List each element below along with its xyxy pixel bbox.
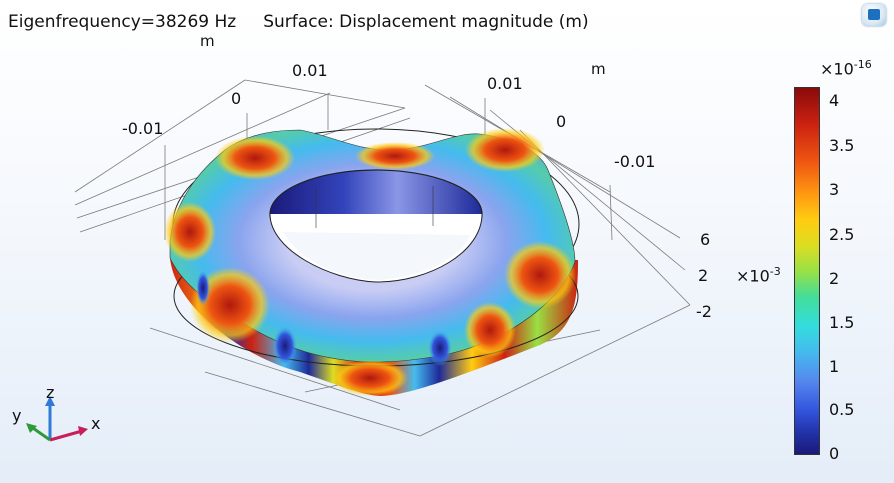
colorbar-tick-label: 4 <box>829 91 840 110</box>
axis-triad <box>26 396 88 442</box>
colorbar-multiplier: ×10-16 <box>820 58 872 79</box>
z-tick-label: -2 <box>696 302 712 321</box>
colorbar-tick-label: 2.5 <box>829 225 855 244</box>
plot-title: Eigenfrequency=38269 Hz Surface: Displac… <box>8 12 589 32</box>
z-scale-label: ×10-3 <box>736 265 781 286</box>
x-tick-label: 0 <box>231 89 242 108</box>
y-tick-label: 0 <box>556 112 567 131</box>
eigenfrequency-label: Eigenfrequency=38269 Hz <box>8 12 237 32</box>
y-tick-label: 0.01 <box>487 74 523 93</box>
colorbar-tick-label: 3.5 <box>829 136 855 155</box>
y-unit-label: m <box>591 60 606 78</box>
triad-z-label: z <box>46 383 55 402</box>
colorbar <box>794 87 820 455</box>
y-tick-label: -0.01 <box>614 152 656 171</box>
colorbar-tick-label: 3 <box>829 180 840 199</box>
x-unit-label: m <box>200 32 215 50</box>
colorbar-tick-label: 0.5 <box>829 400 855 419</box>
z-tick-label: 2 <box>698 266 709 285</box>
mode-shape-surface <box>164 128 580 396</box>
z-tick-label: 6 <box>700 230 711 249</box>
x-tick-label: -0.01 <box>122 119 164 138</box>
triad-x-label: x <box>91 414 101 433</box>
x-tick-label: 0.01 <box>292 61 328 80</box>
app-logo-icon[interactable] <box>862 4 886 26</box>
colorbar-tick-label: 2 <box>829 269 840 288</box>
triad-y-label: y <box>12 406 22 425</box>
colorbar-tick-label: 0 <box>829 444 840 463</box>
surface-label: Surface: Displacement magnitude (m) <box>263 12 589 32</box>
colorbar-tick-label: 1 <box>829 357 840 376</box>
colorbar-tick-label: 1.5 <box>829 313 855 332</box>
